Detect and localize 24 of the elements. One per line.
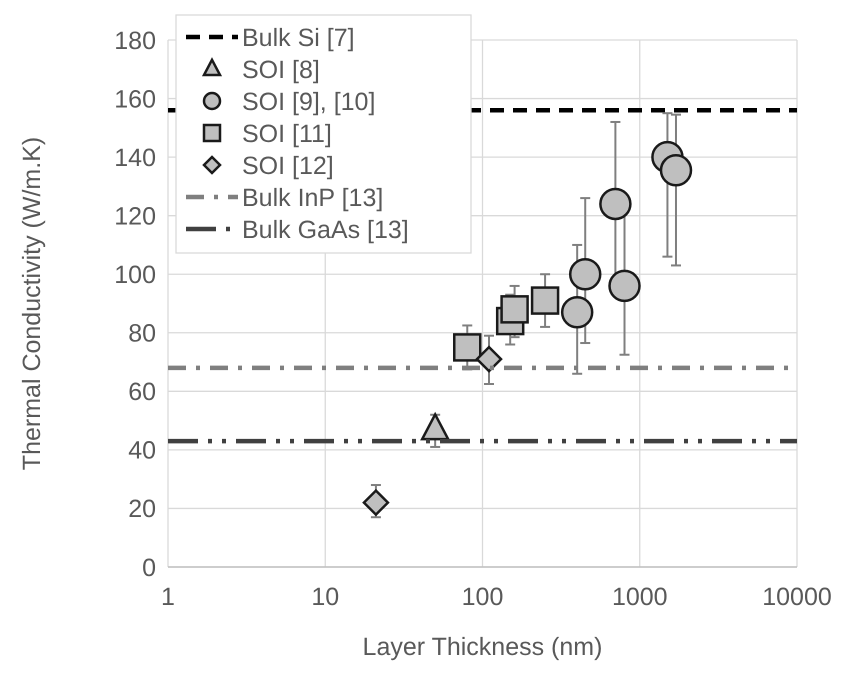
y-tick-label: 100 [114, 260, 156, 289]
y-tick-label: 140 [114, 144, 156, 172]
legend-label: SOI [9], [10] [242, 88, 376, 116]
x-tick-label: 100 [462, 583, 504, 611]
x-tick-label: 10 [311, 583, 340, 611]
y-tick-label: 40 [128, 436, 156, 465]
legend-label: Bulk Si [7] [242, 24, 355, 52]
y-axis-title: Thermal Conductivity (W/m.K) [18, 136, 46, 470]
x-tick-label: 1 [161, 583, 175, 611]
legend-label: Bulk InP [13] [242, 184, 384, 212]
legend-label: Bulk GaAs [13] [242, 216, 409, 244]
y-tick-label: 0 [142, 554, 156, 582]
x-tick-label: 1000 [612, 583, 668, 611]
y-tick-label: 160 [114, 85, 156, 114]
legend-label: SOI [12] [242, 152, 334, 180]
y-tick-label: 20 [128, 495, 156, 524]
y-tick-label: 120 [114, 202, 156, 230]
y-tick-label: 80 [128, 320, 156, 348]
y-tick-label: 60 [128, 378, 156, 406]
y-tick-label: 180 [114, 26, 156, 55]
legend-label: SOI [11] [242, 120, 332, 148]
x-tick-label: 10000 [762, 583, 832, 611]
x-axis-title: Layer Thickness (nm) [362, 633, 602, 661]
legend-label: SOI [8] [242, 56, 320, 84]
